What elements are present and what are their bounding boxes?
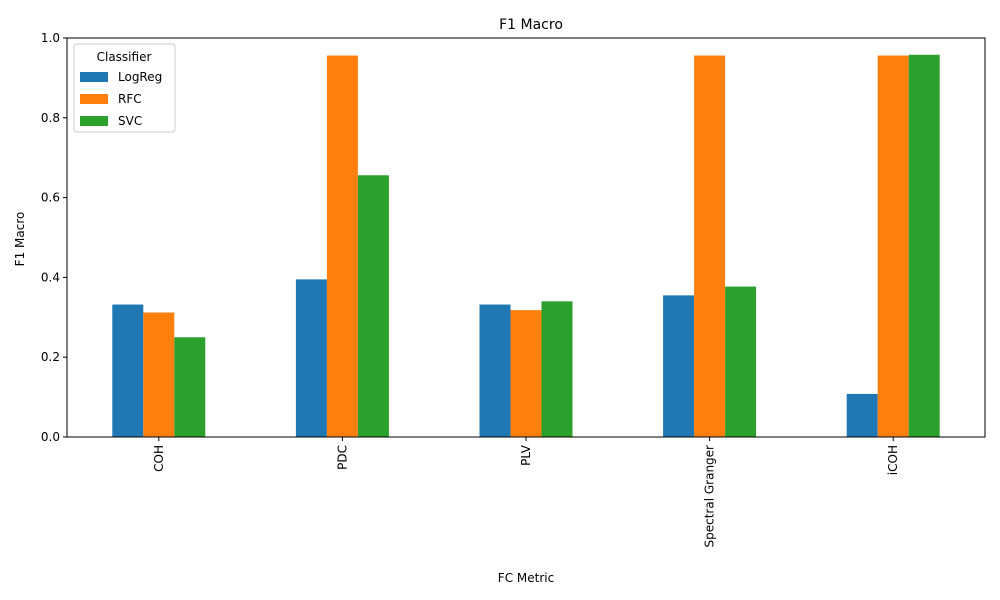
legend-label-logreg: LogReg — [118, 70, 162, 84]
bar-svc-icoh — [908, 54, 940, 438]
bar-svc-spectral-granger — [725, 286, 757, 437]
legend-box — [73, 43, 176, 133]
bar-logreg-icoh — [846, 393, 878, 437]
x-axis-title: FC Metric — [498, 571, 554, 585]
bar-rfc-spectral-granger — [694, 55, 726, 437]
chart-title: F1 Macro — [499, 17, 563, 33]
bar-rfc-pdc — [326, 55, 358, 437]
bar-rfc-coh — [143, 312, 175, 437]
legend-swatch-logreg — [80, 72, 108, 82]
y-tick-label: 1.0 — [41, 31, 60, 45]
y-tick-label: 0.8 — [41, 111, 60, 125]
y-axis-title: F1 Macro — [13, 212, 27, 267]
legend-label-rfc: RFC — [118, 92, 142, 106]
y-tick-label: 0.0 — [41, 430, 60, 444]
x-tick-label: PDC — [335, 445, 349, 470]
y-tick-label: 0.2 — [41, 350, 60, 364]
axes-layer: 0.0 0.2 0.4 0.6 0.8 1.0 COH PDC PLV Spectral Gran… — [41, 31, 986, 548]
bar-svc-pdc — [357, 175, 389, 438]
x-tick-label: iCOH — [886, 445, 900, 475]
bar-rfc-icoh — [877, 55, 909, 437]
y-tick-label: 0.6 — [41, 191, 60, 205]
bar-svc-coh — [174, 337, 206, 437]
legend-swatch-svc — [80, 116, 108, 126]
legend-swatch-rfc — [80, 94, 108, 104]
x-tick-label: PLV — [519, 444, 533, 466]
bar-logreg-pdc — [295, 279, 327, 437]
legend-label-svc: SVC — [118, 114, 142, 128]
x-tick-label: COH — [152, 445, 166, 472]
legend-title: Classifier — [97, 50, 152, 64]
legend: Classifier LogReg RFC SVC — [73, 43, 176, 133]
bars-layer — [112, 54, 940, 438]
x-tick-label: Spectral Granger — [703, 445, 717, 548]
bar-logreg-coh — [112, 304, 144, 437]
bar-logreg-plv — [479, 304, 511, 437]
bar-rfc-plv — [510, 310, 542, 437]
bar-logreg-spectral-granger — [663, 295, 695, 437]
y-tick-label: 0.4 — [41, 270, 60, 284]
bar-svc-plv — [541, 301, 573, 437]
